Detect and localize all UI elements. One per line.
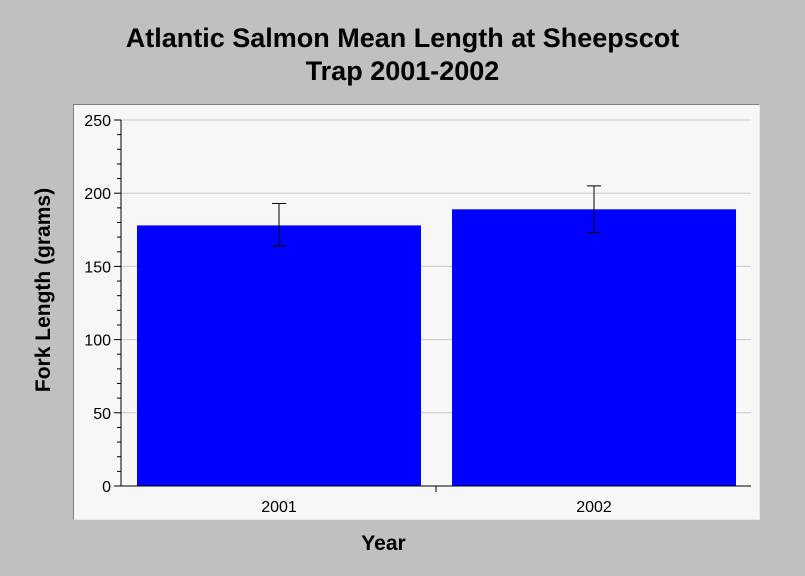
y-tick-label-100: 100: [84, 333, 111, 350]
chart-title-line-1: Atlantic Salmon Mean Length at Sheepscot: [125, 23, 680, 53]
x-axis-label: Year: [361, 532, 406, 555]
y-tick-label-250: 250: [84, 113, 111, 130]
y-tick-label-200: 200: [84, 186, 111, 203]
y-tick-label-50: 50: [93, 406, 111, 423]
bar-2002: [452, 209, 736, 486]
y-tick-label-150: 150: [84, 259, 111, 276]
bar-2001: [137, 225, 421, 486]
y-tick-label-0: 0: [102, 479, 111, 496]
x-tick-label-2002: 2002: [576, 499, 612, 516]
chart-title-line-2: Trap 2001-2002: [305, 56, 500, 86]
y-axis-label: Fork Length (grams): [32, 187, 55, 393]
chart-title: Atlantic Salmon Mean Length at Sheepscot…: [0, 22, 805, 88]
x-tick-label-2001: 2001: [261, 499, 297, 516]
